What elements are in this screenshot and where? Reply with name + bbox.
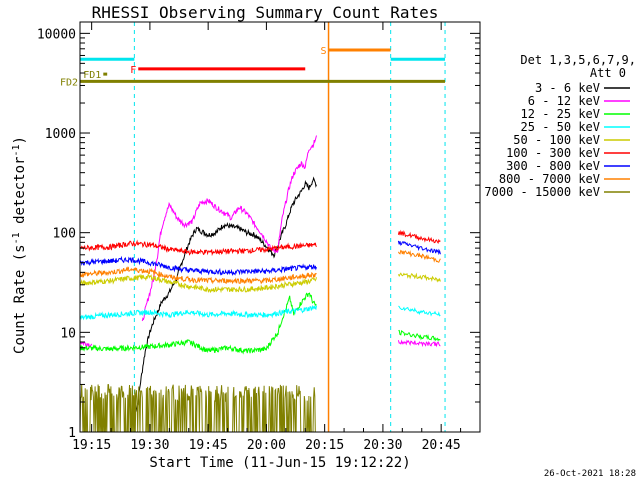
- series-line-3: [80, 304, 317, 321]
- x-tick-label-6: 20:45: [422, 438, 461, 453]
- footer-date: 26-Oct-2021 18:28: [544, 469, 636, 479]
- x-tick-label-1: 19:30: [130, 438, 169, 453]
- legend-label-2: 12 - 25 keV: [521, 107, 600, 121]
- plot-frame: [79, 21, 481, 433]
- y-axis-label: Count Rate (s-1 detector-1): [11, 136, 28, 354]
- series-line-0: [134, 176, 317, 414]
- x-tick-label-3: 20:00: [247, 438, 286, 453]
- series-line-2: [80, 292, 317, 355]
- y-tick-label-2: 100: [53, 227, 76, 242]
- y-tick-label-0: 1: [68, 426, 76, 441]
- legend-header-1: Det 1,3,5,6,7,9,: [520, 53, 636, 67]
- y-axis-label-main: Count Rate (s: [12, 244, 28, 354]
- legend-label-6: 300 - 800 keV: [506, 159, 600, 173]
- y-axis-label-end: ): [12, 136, 28, 144]
- series-line-5: [80, 239, 317, 257]
- x-axis-ticks: 19:15 19:30 19:45 20:00 20:15 20:30 20:45: [72, 22, 481, 453]
- legend-label-5: 100 - 300 keV: [506, 146, 600, 160]
- post-gap-line-5: [398, 329, 441, 342]
- legend-label-4: 50 - 100 keV: [513, 133, 600, 147]
- x-axis-label: Start Time (11-Jun-15 19:12:22): [149, 455, 410, 471]
- legend-label-3: 25 - 50 keV: [521, 120, 600, 134]
- post-gap-line-1: [397, 240, 441, 256]
- x-tick-label-0: 19:15: [72, 438, 111, 453]
- legend-label-8: 7000 - 15000 keV: [484, 185, 600, 199]
- post-gap-line-6: [397, 339, 441, 348]
- series-line-8: [80, 384, 317, 432]
- y-tick-label-4: 10000: [37, 27, 76, 42]
- bar-label-s: S: [321, 46, 327, 57]
- x-tick-label-4: 20:15: [305, 438, 344, 453]
- series-line-6: [80, 255, 317, 276]
- legend-label-0: 3 - 6 keV: [535, 81, 600, 95]
- post-gap-line-3: [397, 272, 441, 283]
- chart-title: RHESSI Observing Summary Count Rates: [92, 3, 439, 22]
- x-tick-label-2: 19:45: [189, 438, 228, 453]
- x-tick-label-5: 20:30: [363, 438, 402, 453]
- post-gap-line-4: [398, 305, 441, 317]
- bar-label-f: F: [130, 65, 136, 76]
- bar-label-fd2: FD2: [60, 77, 78, 88]
- y-axis-label-mid: detector: [12, 157, 28, 233]
- y-axis-ticks: 1 10 100 1000 10000: [37, 27, 480, 441]
- y-tick-label-1: 10: [60, 326, 76, 341]
- y-axis-label-sup2: -1: [11, 144, 22, 156]
- series-line-7: [80, 266, 317, 285]
- y-axis-label-sup1: -1: [11, 232, 22, 244]
- post-gap-line-2: [397, 249, 441, 263]
- plot-inner: N S F FD1: [72, 22, 446, 432]
- series-line-4: [80, 273, 317, 294]
- legend-label-1: 6 - 12 keV: [528, 94, 600, 108]
- y-tick-label-3: 1000: [45, 127, 76, 142]
- bar-label-n: N: [72, 55, 78, 66]
- plot-area: N S F FD1 FD2: [60, 21, 481, 433]
- legend-header-2: Att 0: [590, 66, 626, 80]
- post-gap-line-0: [397, 229, 441, 244]
- bar-label-fd1: FD1: [83, 70, 101, 81]
- legend-label-7: 800 - 7000 keV: [499, 172, 600, 186]
